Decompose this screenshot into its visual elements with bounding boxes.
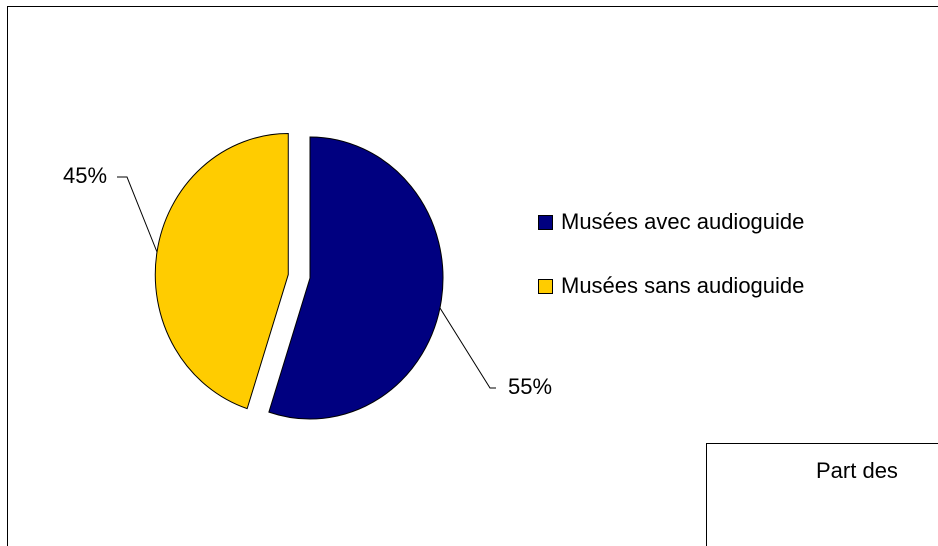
pie-slice: [154, 133, 289, 410]
title-box: [706, 443, 938, 546]
pie-slice: [268, 136, 444, 420]
chart-title: Part des: [816, 458, 898, 483]
leader-line: [439, 307, 496, 389]
leader-line: [117, 176, 158, 253]
legend-label: Musées avec audioguide: [561, 209, 804, 234]
data-label: 45%: [63, 163, 107, 188]
data-label: 55%: [508, 374, 552, 399]
legend-swatch: [538, 279, 553, 294]
legend-label: Musées sans audioguide: [561, 273, 804, 298]
legend-swatch: [538, 215, 553, 230]
